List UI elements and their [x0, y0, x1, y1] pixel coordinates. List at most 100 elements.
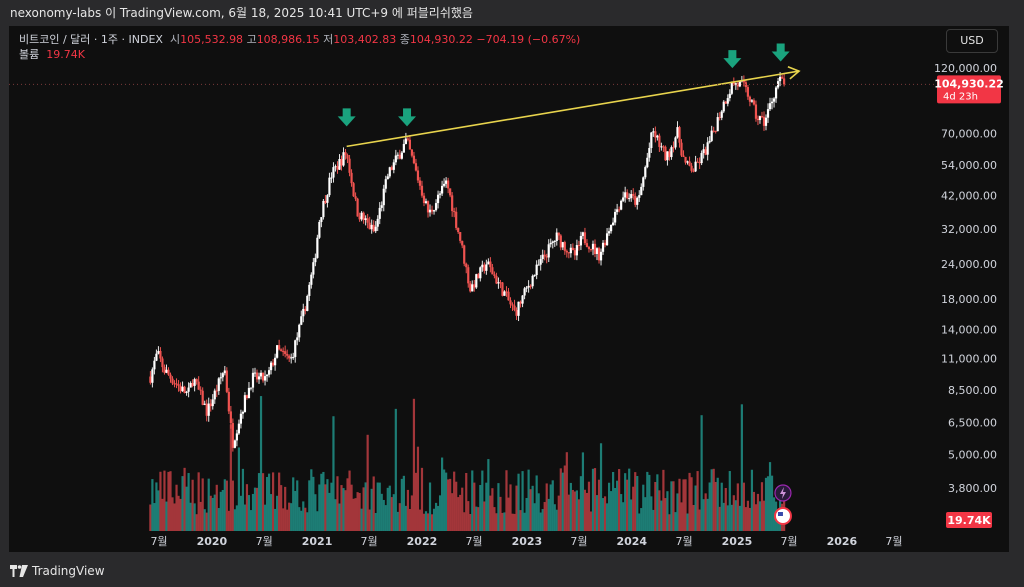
price-tick-120,000.00: 120,000.00	[934, 62, 997, 75]
volume-bar-2025-04-26	[768, 462, 772, 531]
volume-bar-2020-10-10	[292, 477, 295, 531]
candle-body-2022-06-25	[471, 284, 474, 292]
volume-bar-2022-05-21	[461, 487, 464, 531]
lightning-bolt	[779, 487, 786, 499]
candle-body-2023-06-24	[575, 245, 578, 256]
candle-body-2023-01-21	[531, 275, 534, 287]
price-axis[interactable]: 120,000.00 70,000.00 54,000.00 42,000.00 32,…	[9, 62, 997, 495]
volume-bar-2022-06-25	[471, 470, 474, 531]
candle-body-2023-08-26	[593, 243, 597, 254]
volume-bar-2019-09-07	[177, 495, 180, 531]
volume-bar-2019-09-21	[181, 476, 184, 531]
candle-body-2020-10-17	[294, 340, 297, 357]
volume-bar-2022-12-10	[519, 510, 522, 531]
volume-bar-2023-04-22	[557, 495, 560, 531]
volume-bar-2021-07-03	[368, 509, 371, 531]
currency-button[interactable]: USD	[946, 29, 998, 53]
down-arrow-icon-1	[337, 108, 356, 127]
volume-bar-2022-11-19	[513, 513, 516, 531]
candle-body-2022-04-02	[447, 180, 450, 189]
volume-bar-2022-01-08	[422, 513, 426, 531]
time-axis[interactable]: 7월 2020 7월 2021 7월 2022 7월 2023 7월 2024 7월 2025 7월 20…	[150, 535, 902, 548]
volume-bar-2021-06-05	[360, 508, 363, 531]
candle-body-2023-03-18	[547, 244, 550, 258]
volume-bar-2024-05-04	[666, 491, 669, 531]
candle-body-2024-12-07	[728, 93, 731, 99]
candle-body-2022-04-16	[451, 195, 454, 212]
candle-body-2024-11-23	[724, 101, 727, 104]
volume-line: 볼륨 19.74K	[19, 47, 580, 62]
candle-body-2024-03-23	[654, 131, 657, 138]
candle-body-2020-05-09	[247, 387, 251, 399]
price-tick-3,800.00: 3,800.00	[948, 482, 997, 495]
volume-bar-2021-03-13	[336, 476, 339, 531]
volume-bar-2019-11-30	[201, 478, 204, 531]
price-chart[interactable]: 120,000.00 70,000.00 54,000.00 42,000.00 32,…	[9, 26, 1009, 552]
candle-body-2024-06-08	[676, 127, 679, 138]
candle-body-2024-05-11	[668, 151, 671, 158]
candle-body-2023-06-17	[573, 250, 576, 256]
volume-bar-2021-12-18	[416, 446, 420, 531]
candle-body-2019-10-19	[189, 382, 192, 388]
volume-bar-2020-08-08	[274, 508, 277, 531]
candle-body-2021-06-12	[362, 212, 365, 221]
candle-body-2022-05-07	[457, 227, 460, 233]
volume-bar-2022-12-03	[517, 473, 520, 531]
volume-bar-2022-07-16	[477, 507, 480, 531]
candle-body-2021-08-21	[382, 188, 385, 206]
time-tick-7월-0: 7월	[150, 535, 167, 548]
volume-bar-2021-09-11	[388, 485, 391, 531]
volume-bar-2020-12-26	[314, 494, 317, 531]
volume-bar-2024-12-14	[730, 504, 733, 531]
volume-bar-2023-10-14	[607, 482, 611, 531]
volume-bar-2024-10-05	[710, 469, 713, 531]
price-tick-8,500.00: 8,500.00	[948, 384, 997, 397]
volume-bar-2024-09-21	[706, 498, 709, 531]
volume-bar-2023-04-01	[551, 480, 554, 531]
candle-body-2020-01-04	[211, 399, 214, 407]
candle-body-2022-06-04	[465, 263, 468, 268]
candle-body-2020-02-15	[223, 370, 226, 374]
candle-body-2019-09-21	[181, 386, 184, 392]
candle-body-2024-08-10	[694, 161, 697, 172]
candle-body-2024-07-13	[686, 161, 689, 163]
volume-bar-2024-07-27	[690, 477, 693, 531]
candle-body-2022-07-16	[477, 274, 480, 279]
volume-bar-2022-03-05	[438, 495, 442, 531]
candle-body-2025-02-15	[748, 96, 752, 102]
volume-bar-2020-02-15	[223, 479, 226, 531]
volume-bar-2019-08-03	[167, 471, 170, 531]
volume-bar-2020-05-16	[249, 510, 253, 531]
candle-body-2022-02-12	[432, 210, 436, 212]
volume-bar-2024-02-03	[640, 508, 643, 531]
candle-body-2019-10-05	[185, 391, 188, 393]
candle-body-2025-06-14	[783, 78, 786, 85]
volume-bar-2024-01-27	[638, 513, 641, 531]
volume-bar-2020-07-25	[269, 494, 273, 531]
volume-bar-2024-06-22	[680, 502, 683, 531]
candle-body-2022-05-21	[461, 240, 464, 246]
candle-body-2024-10-26	[716, 117, 719, 132]
volume-bar-2024-04-06	[658, 490, 661, 531]
volume-bar-2021-03-20	[338, 503, 341, 531]
volume-bar-2021-10-09	[396, 511, 399, 531]
candle-body-2023-12-16	[626, 192, 629, 199]
volume-bar-2022-10-15	[503, 512, 506, 531]
chart-panel[interactable]: 120,000.00 70,000.00 54,000.00 42,000.00 32,…	[9, 26, 1009, 552]
volume-bar-2022-05-28	[463, 512, 466, 531]
candle-body-2022-11-19	[513, 305, 516, 311]
candle-body-2023-03-04	[543, 254, 546, 257]
candle-body-2019-12-21	[207, 403, 210, 416]
candle-body-2021-10-23	[400, 152, 403, 159]
candle-body-2021-05-01	[350, 172, 353, 184]
candle-body-2021-07-10	[370, 224, 373, 230]
candle-body-2024-12-28	[734, 83, 737, 85]
candle-body-2021-02-13	[328, 177, 331, 196]
candle-body-2022-03-26	[445, 180, 448, 184]
volume-bar-2022-01-22	[426, 513, 430, 531]
down-arrow-icon-2	[398, 108, 417, 127]
candle-body-2021-01-09	[318, 221, 321, 238]
volume-bar-2021-05-15	[354, 498, 357, 531]
volume-bar-2020-06-13	[257, 473, 261, 531]
